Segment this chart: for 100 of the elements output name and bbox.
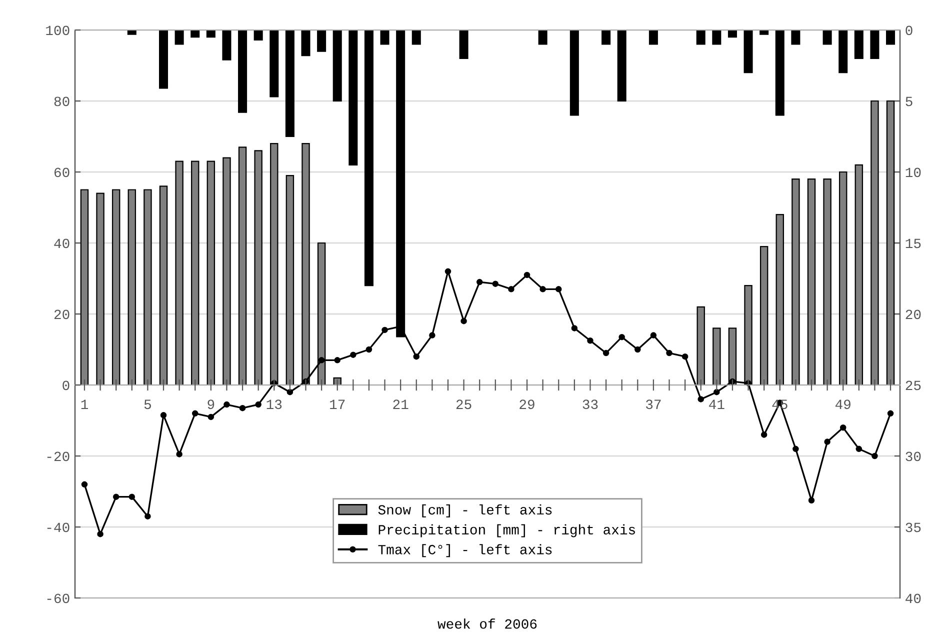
bar [728,328,737,386]
point [366,346,372,353]
bar [96,192,104,386]
point [666,350,672,356]
y2-tick-label: 10 [906,168,921,178]
bar [222,157,231,386]
bar [870,30,880,59]
point [382,326,388,334]
x-tick-label: 41 [709,400,724,409]
y2-tick-label: 0 [906,26,912,36]
bar [412,30,421,45]
y2-tick-label: 30 [906,452,921,462]
point [97,530,104,538]
bar [144,189,152,386]
point [444,268,452,275]
point [286,388,294,396]
legend-label: Precipitation [mm] - right axis [378,524,635,538]
point [555,286,562,292]
bar [696,30,706,45]
bar [190,30,200,38]
bar [854,30,864,59]
point [540,286,546,292]
bar [807,178,816,386]
bar [648,30,658,45]
bar [191,160,200,386]
point [714,388,720,396]
point [887,410,894,417]
y-tick-label: -60 [47,594,70,604]
bar [822,30,832,45]
x-tick-label: 17 [330,400,345,409]
bar [459,30,468,59]
point [618,334,625,340]
bar [570,30,579,116]
y2-tick-label: 35 [906,522,921,532]
y2-tick-label: 25 [906,380,921,390]
point [176,451,182,458]
y2-tick-label: 15 [906,238,921,248]
point [81,481,88,488]
point [792,446,799,452]
point [587,338,594,344]
bar [380,30,390,45]
bar [760,30,769,35]
point [760,432,768,438]
x-tick-label: 5 [144,400,151,410]
bar [206,30,216,38]
x-tick-label: 33 [582,400,598,410]
bar [760,246,768,386]
bar [617,30,626,102]
bar [238,30,248,113]
y-tick-label: 40 [54,238,70,248]
bar [175,160,184,386]
point [698,396,704,402]
point [840,424,846,431]
point [255,401,262,408]
y2-tick-label: 40 [906,594,921,604]
bar [254,30,263,40]
y-tick-label: 60 [54,168,70,178]
x-tick-label: 29 [520,400,534,410]
bar [775,30,784,116]
bar [128,189,136,386]
point [872,452,878,460]
point [824,438,830,445]
bar [538,30,548,45]
y-tick-label: 100 [46,26,70,36]
point [112,494,120,500]
x-tick-label: 13 [266,400,282,410]
point [208,414,214,420]
bar [270,30,279,98]
x-tick-label: 25 [456,400,472,410]
bar [112,189,120,386]
x-tick-label: 49 [835,400,850,410]
bar [127,30,136,35]
y-tick-label: -20 [47,452,70,462]
x-tick-label: 9 [208,400,214,410]
point [808,497,815,504]
bar [854,164,864,386]
bar [886,30,896,45]
bar [238,146,247,386]
y2-tick-label: 20 [906,310,921,320]
bar [80,189,89,386]
point [492,280,499,287]
point [682,353,688,360]
bar [348,30,358,166]
point [634,346,641,353]
point [571,325,578,332]
point [192,410,198,417]
bar [838,171,848,386]
point [318,357,325,364]
x-tick-label: 37 [646,400,661,410]
bar [317,30,326,52]
point [128,494,136,500]
point [476,278,483,286]
y-tick-label: 80 [54,96,70,106]
point [508,286,514,292]
point [524,272,530,278]
bar [792,178,800,386]
bar [222,30,232,60]
point [460,318,467,324]
bar [159,30,168,89]
point [334,357,340,364]
